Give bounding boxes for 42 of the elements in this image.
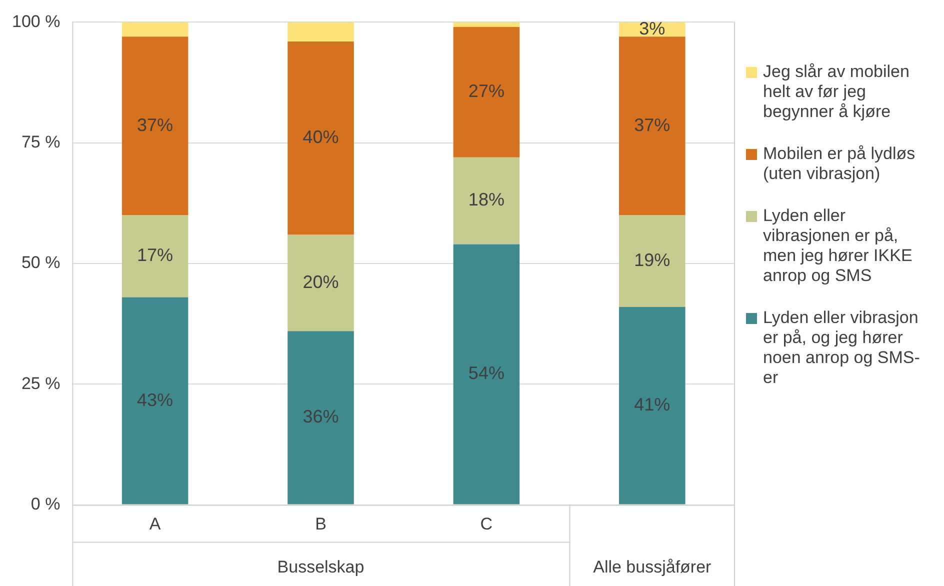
bar	[453, 244, 520, 504]
bar	[122, 22, 188, 37]
y-tick-label: 75 %	[21, 132, 60, 152]
text: Busselskap	[277, 557, 364, 576]
bar	[122, 36, 188, 216]
legend-label: Jeg slår av mobilen helt av før jeg begynner å kjøre	[763, 62, 910, 122]
x-tick-label: C	[480, 514, 493, 534]
bar	[288, 331, 354, 504]
data-label: 54%	[468, 363, 504, 384]
text: Alle bussjåfører	[593, 557, 712, 576]
bar	[453, 27, 520, 158]
bar	[122, 297, 188, 504]
bar	[288, 22, 354, 42]
data-label: 19%	[634, 250, 670, 270]
y-tick-label: 25 %	[21, 374, 60, 393]
data-label: 41%	[634, 394, 670, 415]
legend-label: Lyden eller vibrasjon er på, og jeg hører noen anrop og SMS-er	[763, 308, 921, 388]
bar	[619, 306, 686, 504]
data-label: 20%	[302, 272, 339, 292]
data-label: 3%	[639, 18, 666, 38]
data-label: 43%	[137, 390, 174, 410]
data-label: 17%	[137, 245, 174, 266]
bar	[619, 36, 686, 216]
bar	[288, 234, 354, 332]
y-tick-label: 50 %	[21, 253, 60, 272]
bar	[619, 215, 686, 307]
data-label: 37%	[634, 114, 670, 135]
data-label: 18%	[468, 190, 504, 210]
bar	[453, 157, 520, 244]
legend-label: Lyden eller vibrasjonen er på, men jeg hører IKKE anrop og SMS	[763, 206, 914, 286]
x-tick-label: A	[149, 514, 162, 534]
data-label: 27%	[468, 81, 504, 102]
y-tick-label: 100 %	[12, 12, 60, 31]
bar	[453, 22, 520, 28]
legend-label: Mobilen er på lydløs (uten vibrasjon)	[763, 144, 916, 184]
x-tick-label: B	[315, 514, 326, 534]
bar	[288, 42, 354, 235]
y-tick-label: 0 %	[30, 494, 60, 514]
data-label: 37%	[137, 114, 174, 135]
bar	[122, 215, 188, 298]
data-label: 40%	[302, 126, 339, 147]
data-label: 36%	[302, 406, 339, 427]
